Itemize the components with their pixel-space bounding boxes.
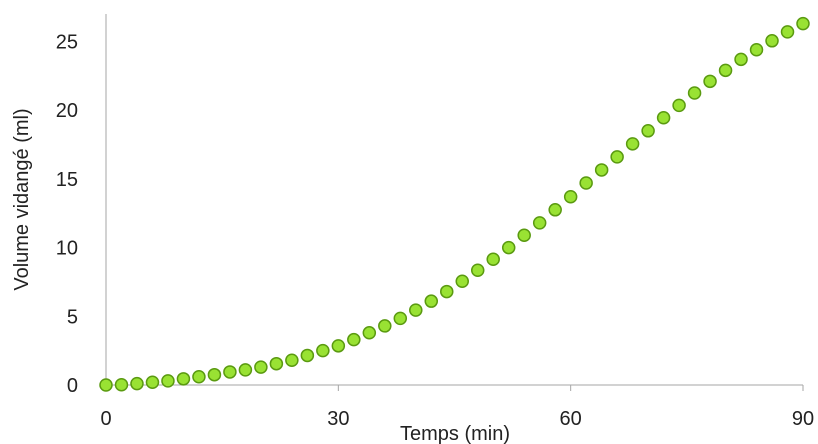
y-tick-label: 15 xyxy=(56,169,78,191)
data-point xyxy=(254,360,268,374)
data-point xyxy=(192,370,206,384)
data-point xyxy=(641,124,655,138)
y-tick-label: 25 xyxy=(56,31,78,53)
x-axis-label: Temps (min) xyxy=(400,423,510,444)
data-point xyxy=(114,377,129,392)
data-point xyxy=(409,303,423,317)
data-point xyxy=(393,311,408,326)
data-point xyxy=(749,42,764,57)
data-point xyxy=(176,372,191,386)
data-point xyxy=(610,150,624,164)
data-points xyxy=(99,16,810,392)
data-point xyxy=(548,203,562,217)
data-point xyxy=(440,284,454,299)
data-point xyxy=(517,228,531,242)
data-point xyxy=(625,137,640,151)
data-point xyxy=(780,25,795,39)
data-point xyxy=(285,353,299,368)
data-point xyxy=(161,374,175,388)
y-axis-label: Volume vidangé (ml) xyxy=(11,108,33,290)
data-point xyxy=(424,294,439,308)
data-point xyxy=(207,367,222,382)
data-point xyxy=(269,356,284,371)
data-point xyxy=(532,216,547,230)
x-tick-label: 60 xyxy=(560,408,582,430)
x-tick-labels: 0 30 60 90 xyxy=(100,408,814,430)
data-point xyxy=(145,375,160,390)
y-tick-labels: 0 5 10 15 20 25 xyxy=(56,31,78,397)
data-point xyxy=(347,332,361,347)
data-point xyxy=(455,274,469,289)
data-point xyxy=(223,365,237,379)
data-point xyxy=(594,163,609,177)
x-tick-label: 30 xyxy=(327,408,349,430)
data-point xyxy=(672,98,686,113)
data-point xyxy=(470,263,485,278)
y-tick-label: 20 xyxy=(56,100,78,122)
data-point xyxy=(238,363,253,377)
y-tick-label: 0 xyxy=(67,375,78,397)
data-point xyxy=(99,378,113,392)
data-point xyxy=(656,110,671,125)
data-point xyxy=(703,74,717,89)
data-point xyxy=(718,63,733,78)
data-point xyxy=(362,326,377,340)
data-point xyxy=(501,240,516,255)
x-tick-marks xyxy=(105,385,804,391)
data-point xyxy=(378,319,392,333)
data-point xyxy=(316,343,330,358)
y-tick-label: 5 xyxy=(67,306,78,328)
data-point xyxy=(734,52,748,67)
data-point xyxy=(579,176,593,190)
data-point xyxy=(563,190,578,204)
y-tick-label: 10 xyxy=(56,238,78,260)
data-point xyxy=(765,34,779,48)
data-point xyxy=(300,348,315,363)
data-point xyxy=(687,86,702,100)
x-tick-label: 0 xyxy=(100,408,111,430)
data-point xyxy=(486,252,500,267)
data-point xyxy=(331,339,346,353)
x-tick-label: 90 xyxy=(792,408,814,430)
data-point xyxy=(796,16,810,31)
data-point xyxy=(130,376,144,391)
